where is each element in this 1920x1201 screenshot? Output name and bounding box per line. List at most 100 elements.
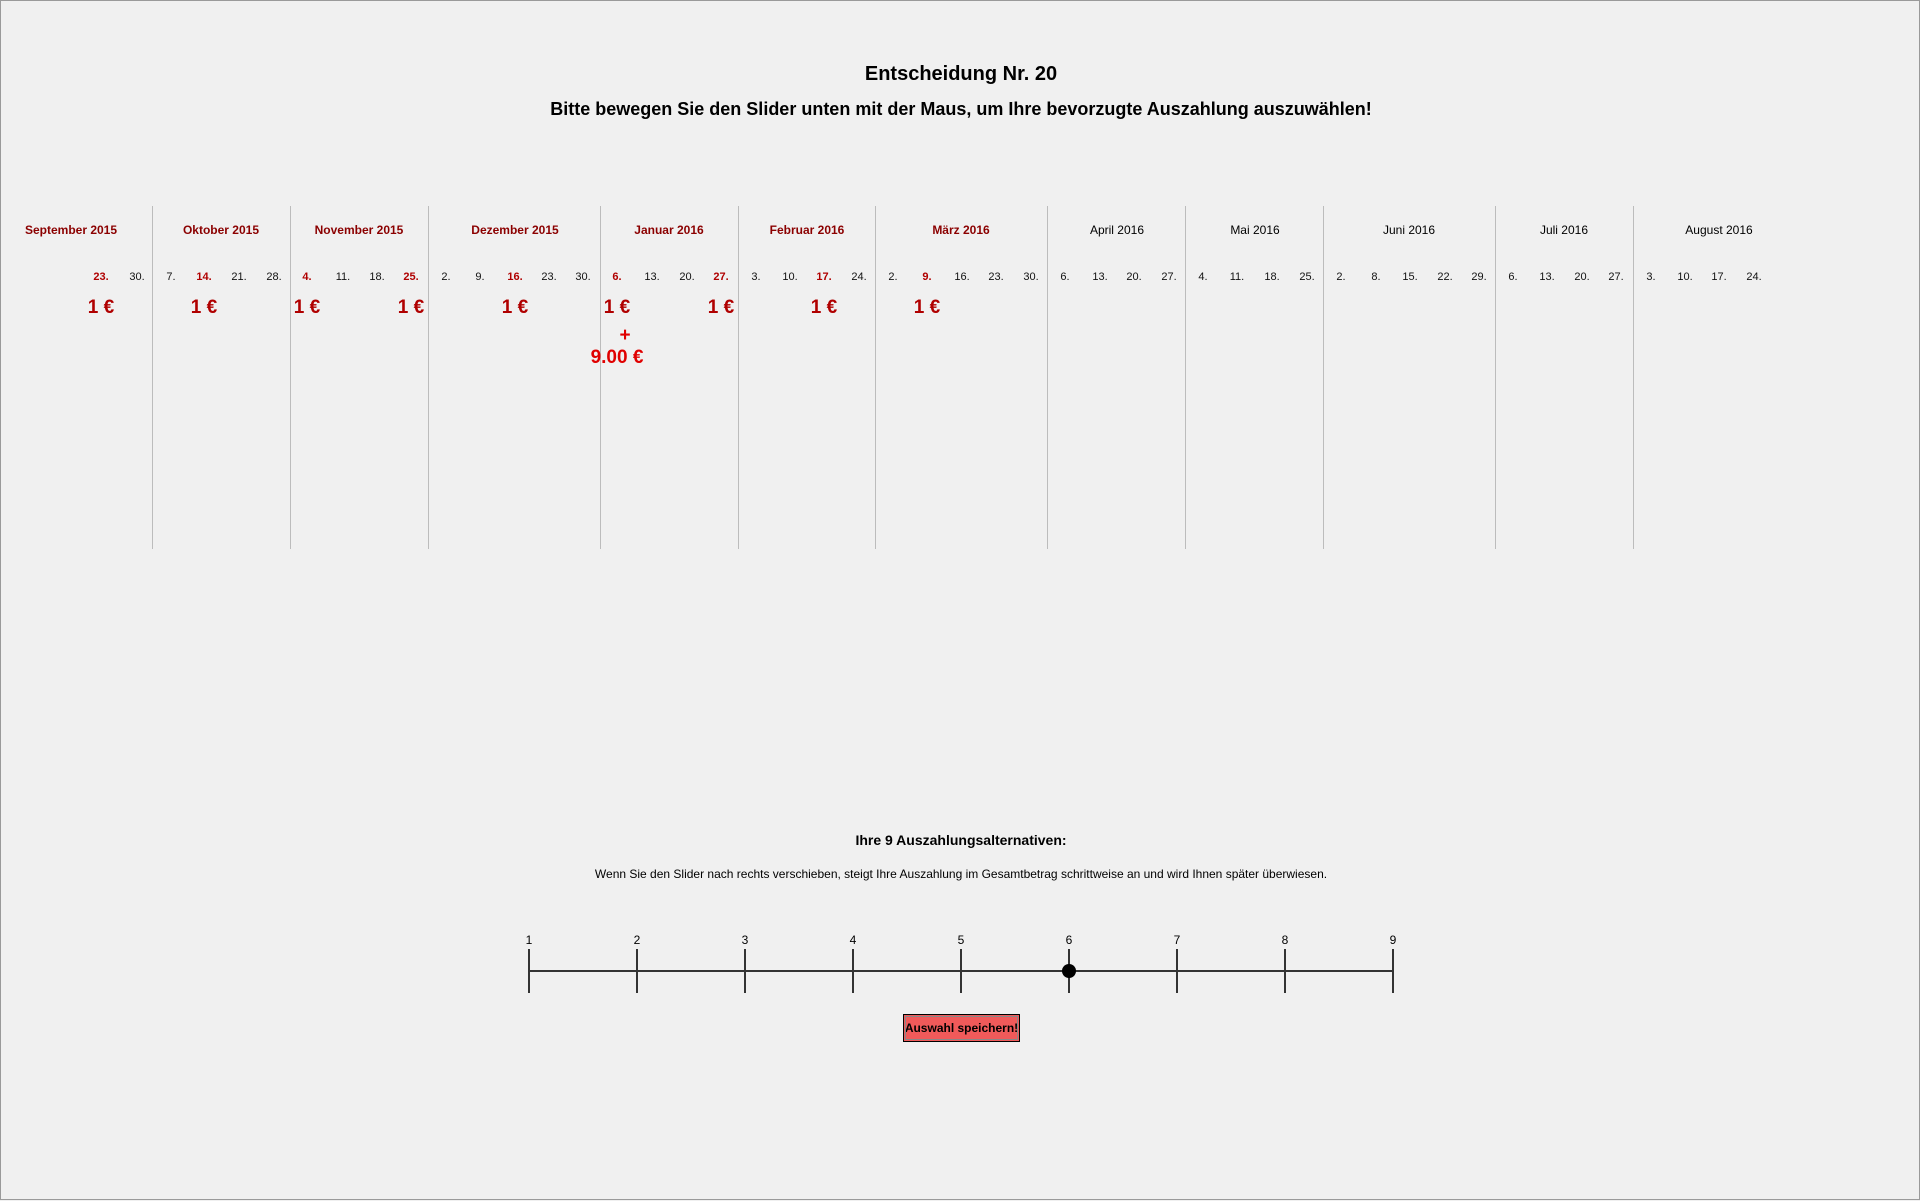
early-payment-amount: 1 € [190, 297, 218, 318]
day-label: 11. [1229, 271, 1245, 283]
month-label: Juni 2016 [1382, 223, 1436, 237]
month-separator [290, 206, 291, 549]
day-label: 24. [851, 271, 867, 283]
instruction-text: Bitte bewegen Sie den Slider unten mit d… [550, 99, 1372, 119]
month-separator [1185, 206, 1186, 549]
early-payment-amount: 1 € [501, 297, 529, 318]
day-label: 3. [1646, 271, 1656, 283]
day-label: 9. [475, 271, 485, 283]
day-label: 8. [1371, 271, 1381, 283]
month-separator [1633, 206, 1634, 549]
day-label: 4. [302, 271, 312, 283]
day-label: 10. [782, 271, 798, 283]
early-payment-amount: 1 € [707, 297, 735, 318]
day-label: 17. [1711, 271, 1727, 283]
day-label: 20. [1574, 271, 1590, 283]
day-label: 23. [541, 271, 557, 283]
month-label: April 2016 [1089, 223, 1145, 237]
slider-tick-label: 8 [1281, 933, 1289, 947]
day-label: 14. [196, 271, 212, 283]
day-label: 24. [1746, 271, 1762, 283]
plus-sign: + [619, 325, 631, 346]
month-label: Januar 2016 [634, 223, 704, 237]
slider-tick-label: 3 [741, 933, 749, 947]
day-label: 18. [369, 271, 385, 283]
day-label: 30. [1023, 271, 1039, 283]
day-label: 23. [93, 271, 109, 283]
slider-handle[interactable] [1062, 964, 1076, 978]
page-title: Entscheidung Nr. 20 [864, 63, 1058, 85]
day-label: 25. [403, 271, 419, 283]
month-separator [1047, 206, 1048, 549]
day-label: 18. [1264, 271, 1280, 283]
day-label: 6. [612, 271, 622, 283]
month-label: Mai 2016 [1230, 223, 1280, 237]
day-label: 2. [888, 271, 898, 283]
day-label: 10. [1677, 271, 1693, 283]
day-label: 27. [1608, 271, 1624, 283]
month-label: September 2015 [24, 223, 118, 237]
month-separator [1323, 206, 1324, 549]
month-separator [600, 206, 601, 549]
day-label: 15. [1402, 271, 1418, 283]
month-label: März 2016 [932, 223, 990, 237]
day-label: 22. [1437, 271, 1453, 283]
month-separator [1495, 206, 1496, 549]
day-label: 28. [266, 271, 282, 283]
day-label: 13. [1092, 271, 1108, 283]
month-label: August 2016 [1685, 223, 1753, 237]
slider-tick-label: 5 [957, 933, 965, 947]
day-label: 23. [988, 271, 1004, 283]
month-separator [875, 206, 876, 549]
day-label: 13. [644, 271, 660, 283]
month-label: November 2015 [314, 223, 404, 237]
day-label: 9. [922, 271, 932, 283]
slider-tick-label: 7 [1173, 933, 1181, 947]
month-separator [738, 206, 739, 549]
day-label: 2. [1336, 271, 1346, 283]
day-label: 17. [816, 271, 832, 283]
day-label: 20. [1126, 271, 1142, 283]
later-payment-amount: 9.00 € [590, 347, 644, 368]
slider-tick-label: 9 [1389, 933, 1397, 947]
month-label: Dezember 2015 [471, 223, 559, 237]
day-label: 6. [1060, 271, 1070, 283]
early-payment-amount: 1 € [810, 297, 838, 318]
month-label: Oktober 2015 [182, 223, 260, 237]
early-payment-amount: 1 € [293, 297, 321, 318]
day-label: 7. [166, 271, 176, 283]
day-label: 27. [1161, 271, 1177, 283]
month-separator [428, 206, 429, 549]
day-label: 30. [575, 271, 591, 283]
early-payment-amount: 1 € [603, 297, 631, 318]
alternatives-description: Wenn Sie den Slider nach rechts verschie… [594, 867, 1328, 881]
month-label: Februar 2016 [769, 223, 845, 237]
alternatives-heading: Ihre 9 Auszahlungsalternativen: [855, 832, 1067, 848]
day-label: 30. [129, 271, 145, 283]
day-label: 27. [713, 271, 729, 283]
early-payment-amount: 1 € [397, 297, 425, 318]
day-label: 20. [679, 271, 695, 283]
month-label: Juli 2016 [1539, 223, 1589, 237]
day-label: 2. [441, 271, 451, 283]
slider-tick-label: 1 [525, 933, 533, 947]
day-label: 16. [507, 271, 523, 283]
early-payment-amount: 1 € [87, 297, 115, 318]
month-separator [152, 206, 153, 549]
day-label: 11. [335, 271, 351, 283]
slider-tick-label: 6 [1065, 933, 1073, 947]
day-label: 4. [1198, 271, 1208, 283]
day-label: 16. [954, 271, 970, 283]
day-label: 13. [1539, 271, 1555, 283]
slider-tick-label: 4 [849, 933, 857, 947]
day-label: 6. [1508, 271, 1518, 283]
day-label: 21. [231, 271, 247, 283]
early-payment-amount: 1 € [913, 297, 941, 318]
day-label: 25. [1299, 271, 1315, 283]
day-label: 29. [1471, 271, 1487, 283]
slider-tick-label: 2 [633, 933, 641, 947]
save-selection-button[interactable]: Auswahl speichern! [903, 1014, 1020, 1042]
day-label: 3. [751, 271, 761, 283]
